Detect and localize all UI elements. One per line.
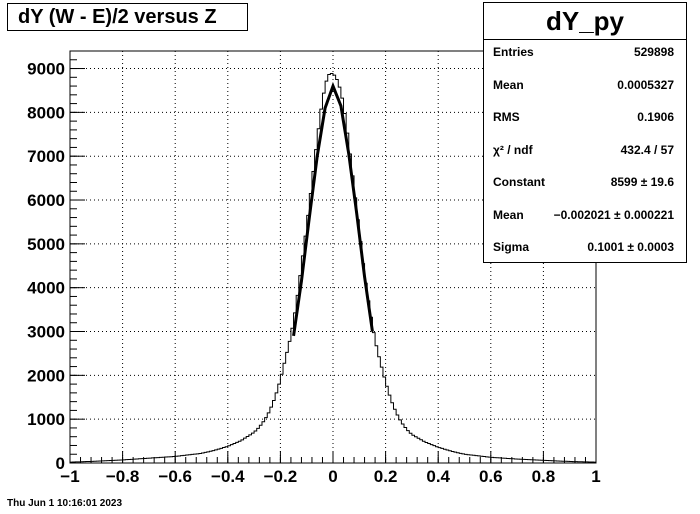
stat-row-fit-mean: Mean −0.002021 ± 0.000221 [493, 208, 674, 228]
stat-row-mean: Mean 0.0005327 [493, 78, 674, 98]
stat-label: RMS [493, 110, 520, 124]
x-tick-label: 0.6 [479, 467, 503, 486]
stat-label: Entries [493, 45, 534, 59]
y-tick-label: 2000 [27, 366, 65, 385]
y-tick-label: 4000 [27, 279, 65, 298]
y-tick-label: 8000 [27, 103, 65, 122]
x-tick-label: −0.8 [106, 467, 140, 486]
stat-row-sigma: Sigma 0.1001 ± 0.0003 [493, 240, 674, 260]
stat-value: 432.4 / 57 [620, 143, 674, 157]
x-tick-label: 0.4 [426, 467, 450, 486]
x-tick-label: −0.4 [211, 467, 245, 486]
y-axis-ticks: 0 1000 2000 3000 4000 5000 6000 7000 8000 9000 [27, 50, 85, 473]
x-tick-label: 0 [328, 467, 337, 486]
y-tick-label: 5000 [27, 235, 65, 254]
stat-label: Mean [493, 208, 524, 222]
stat-row-chi2: χ² / ndf 432.4 / 57 [493, 143, 674, 163]
stat-value: 0.1906 [637, 110, 674, 124]
stat-value: 0.1001 ± 0.0003 [587, 240, 674, 254]
stat-label: Mean [493, 78, 524, 92]
stat-value: 529898 [633, 45, 674, 59]
stat-value: −0.002021 ± 0.000221 [553, 208, 674, 222]
x-axis-ticks: −1 −0.8 −0.6 −0.4 −0.2 0 0.2 0.4 0.6 0.8 1 [60, 451, 601, 486]
x-tick-label: −0.2 [264, 467, 298, 486]
y-tick-label: 9000 [27, 60, 65, 79]
x-tick-label: 0.8 [532, 467, 556, 486]
chart-title: dY (W - E)/2 versus Z [7, 3, 248, 31]
stat-value: 0.0005327 [617, 78, 674, 92]
stat-value: 8599 ± 19.6 [610, 175, 674, 189]
stats-box: dY_py Entries 529898 Mean 0.0005327 RMS … [483, 2, 687, 263]
y-tick-label: 3000 [27, 323, 65, 342]
timestamp-footer: Thu Jun 1 10:16:01 2023 [7, 498, 123, 509]
stats-title: dY_py [484, 3, 686, 40]
x-tick-label: −0.6 [158, 467, 192, 486]
stat-row-constant: Constant 8599 ± 19.6 [493, 175, 674, 195]
stat-label: χ² / ndf [493, 143, 533, 157]
y-tick-label: 0 [56, 454, 65, 473]
y-tick-label: 6000 [27, 191, 65, 210]
x-tick-label: 0.2 [374, 467, 398, 486]
stat-row-entries: Entries 529898 [493, 45, 674, 65]
histogram-line [70, 72, 596, 463]
gaussian-fit-line [292, 81, 374, 337]
x-tick-label: 1 [591, 467, 600, 486]
stat-row-rms: RMS 0.1906 [493, 110, 674, 130]
stat-label: Sigma [493, 240, 530, 254]
x-tick-label: −1 [60, 467, 79, 486]
stat-label: Constant [493, 175, 545, 189]
y-tick-label: 7000 [27, 147, 65, 166]
y-tick-label: 1000 [27, 410, 65, 429]
